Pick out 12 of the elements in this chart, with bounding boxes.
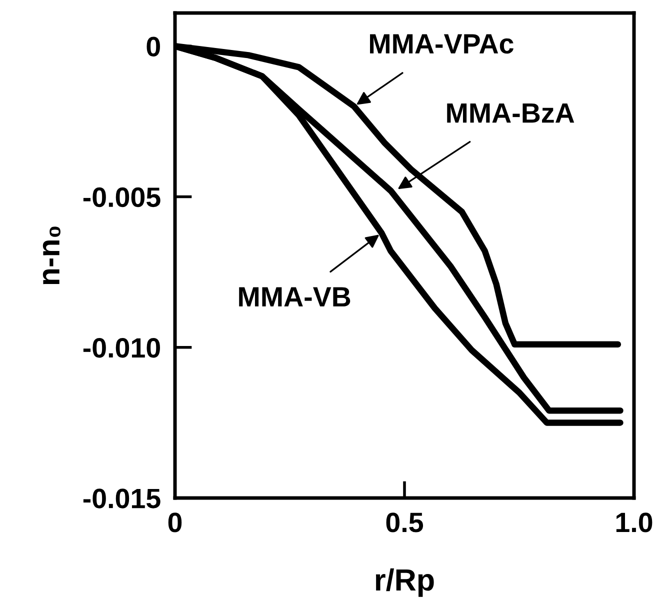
x-tick-label: 0.5 — [386, 512, 424, 532]
y-tick-label: 0 — [146, 36, 160, 56]
x-axis-title: r/Rp — [376, 568, 434, 597]
y-tick-label: -0.015 — [83, 488, 160, 508]
annotation: MMA-BzA — [447, 103, 574, 123]
x-tick-label: 0 — [168, 512, 182, 532]
y-axis-title: n-n₀ — [42, 226, 60, 284]
y-tick-label: -0.010 — [83, 338, 160, 358]
annotation: MMA-VB — [239, 287, 350, 306]
annotation: MMA-VPAc — [370, 34, 514, 54]
x-tick-label: 1.0 — [616, 512, 652, 532]
y-tick-label: -0.005 — [83, 187, 160, 208]
